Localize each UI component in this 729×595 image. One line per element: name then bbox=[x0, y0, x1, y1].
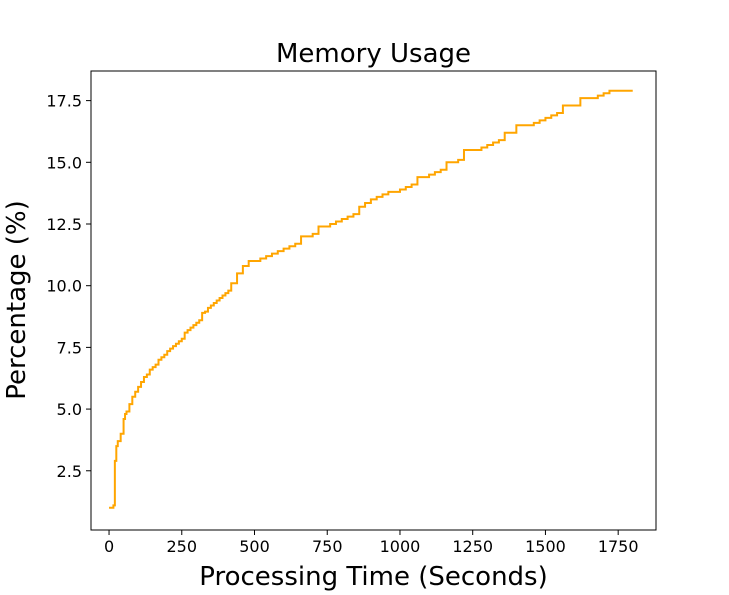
plot-area bbox=[109, 89, 633, 509]
x-tick-label: 1000 bbox=[380, 537, 421, 556]
y-tick-label: 5.0 bbox=[57, 400, 82, 419]
x-tick-label: 500 bbox=[239, 537, 270, 556]
y-tick-label: 12.5 bbox=[46, 215, 82, 234]
x-axis-label: Processing Time (Seconds) bbox=[199, 562, 548, 592]
x-tick-label: 750 bbox=[312, 537, 343, 556]
memory-usage-line bbox=[109, 89, 633, 509]
x-tick-label: 1750 bbox=[598, 537, 639, 556]
y-tick-label: 10.0 bbox=[46, 277, 82, 296]
chart-title: Memory Usage bbox=[276, 39, 471, 69]
x-tick-label: 0 bbox=[104, 537, 114, 556]
y-axis: 2.5 5.0 7.5 10.0 12.5 15.0 17.5 bbox=[46, 92, 91, 481]
y-axis-label: Percentage (%) bbox=[2, 200, 32, 400]
y-tick-label: 15.0 bbox=[46, 153, 82, 172]
plot-frame bbox=[90, 70, 657, 531]
y-tick-label: 2.5 bbox=[57, 462, 82, 481]
y-tick-label: 17.5 bbox=[46, 92, 82, 111]
x-tick-label: 1250 bbox=[452, 537, 493, 556]
x-tick-label: 1500 bbox=[525, 537, 566, 556]
x-axis: 0 250 500 750 1000 1250 1500 1750 bbox=[104, 530, 639, 556]
y-tick-label: 7.5 bbox=[57, 338, 82, 357]
x-tick-label: 250 bbox=[166, 537, 197, 556]
